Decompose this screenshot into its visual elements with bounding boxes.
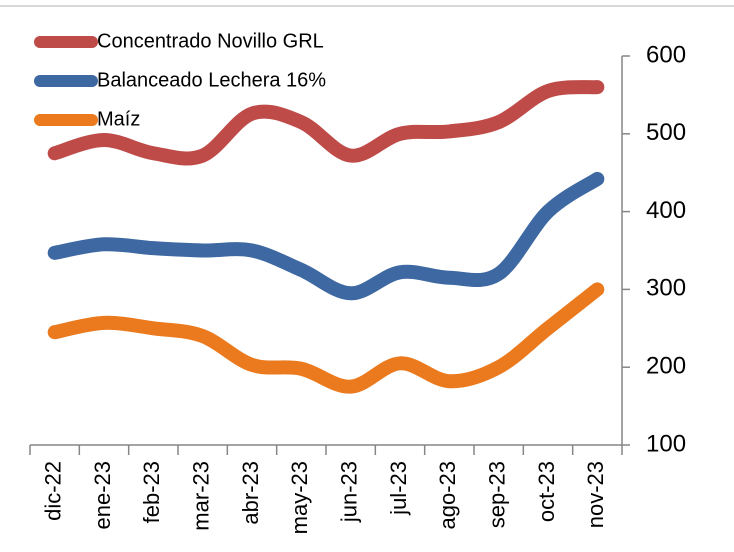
x-tick-label: ago-23 xyxy=(435,461,460,530)
y-tick-label: 600 xyxy=(646,41,686,68)
legend-label: Maíz xyxy=(97,108,140,130)
x-tick-label: nov-23 xyxy=(583,461,608,528)
line xyxy=(47,171,605,301)
x-tick-label: jul-23 xyxy=(386,461,411,516)
line xyxy=(47,80,605,166)
y-tick-label: 400 xyxy=(646,197,686,224)
x-tick-label: mar-23 xyxy=(188,461,213,531)
x-tick-label: oct-23 xyxy=(534,461,559,522)
x-tick-label: abr-23 xyxy=(238,461,263,525)
x-tick-label: sep-23 xyxy=(484,461,509,528)
y-tick-label: 100 xyxy=(646,430,686,457)
legend-label: Concentrado Novillo GRL xyxy=(97,30,324,52)
x-tick-label: may-23 xyxy=(287,461,312,534)
x-tick-label: jun-23 xyxy=(336,461,361,523)
legend-label: Balanceado Lechera 16% xyxy=(97,69,326,91)
line xyxy=(47,282,605,394)
x-tick-label: dic-22 xyxy=(40,461,65,521)
y-tick-label: 500 xyxy=(646,119,686,146)
y-tick-label: 200 xyxy=(646,353,686,380)
x-tick-label: ene-23 xyxy=(90,461,115,530)
x-tick-label: feb-23 xyxy=(139,461,164,523)
y-tick-label: 300 xyxy=(646,275,686,302)
